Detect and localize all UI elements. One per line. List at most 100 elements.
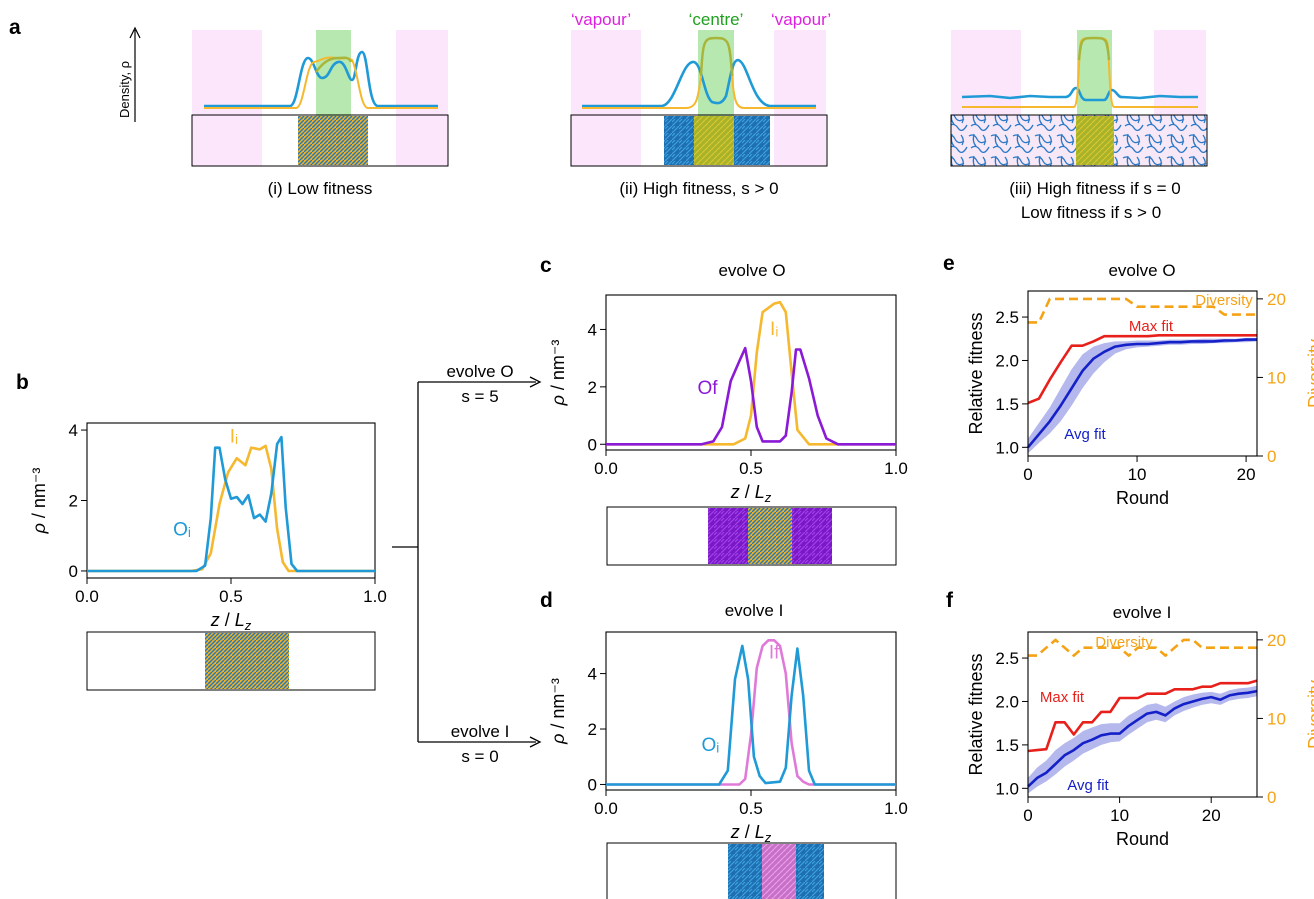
series-label: Avg fit [1067, 777, 1109, 794]
caption-i: (i) Low fitness [268, 179, 373, 198]
chart-d: 0.0 0.5 1.0 0 2 4 z / Lz ρ / nm⁻³ If Oᵢ [548, 631, 908, 845]
avg-fit-band [1028, 337, 1257, 454]
y-tick-label: 1.5 [995, 395, 1019, 414]
panel-letter-c: c [540, 254, 552, 277]
branch-top-s: s = 5 [461, 387, 498, 406]
y-tick-label: 0 [588, 435, 597, 454]
chart-c: 0.0 0.5 1.0 0 2 4 z / Lz ρ / nm⁻³ Iᵢ Of [548, 294, 908, 505]
x-tick-label: 1.0 [884, 459, 908, 478]
y-axis-label: Relative fitness [966, 312, 986, 434]
x-axis-label: z / Lz [730, 482, 772, 505]
centre-region [316, 30, 351, 116]
y-axis-label: ρ / nm⁻³ [29, 468, 49, 535]
y-right-tick-label: 10 [1267, 368, 1286, 387]
panel-letter-a: a [9, 16, 21, 39]
x-tick-label: 0.5 [739, 799, 763, 818]
title-c: evolve O [718, 261, 785, 280]
caption-iii-b: Low fitness if s > 0 [1021, 203, 1161, 222]
series-label: Oᵢ [702, 735, 720, 756]
simulation-box [191, 114, 449, 167]
series-label: Oᵢ [173, 520, 191, 541]
y-tick-label: 0 [588, 775, 597, 794]
vapour-region-left [571, 30, 641, 166]
chart-b: 0.0 0.5 1.0 0 2 4 z / Lz ρ / nm⁻³ Iᵢ Oᵢ [29, 421, 387, 633]
series-label: Of [697, 378, 718, 399]
plot-frame [1027, 631, 1258, 798]
x-axis-label: Round [1116, 829, 1169, 849]
caption-ii: (ii) High fitness, s > 0 [619, 179, 778, 198]
x-tick-label: 20 [1202, 806, 1221, 825]
panel-letter-f: f [946, 589, 954, 612]
series-line-avg_fit [1027, 689, 1258, 788]
panel-letter-b: b [16, 371, 29, 394]
x-axis-label: z / Lz [210, 610, 252, 633]
y-right-tick-label: 0 [1267, 447, 1276, 466]
series-label: Diversity [1095, 634, 1153, 651]
centre-slab [1076, 116, 1114, 165]
y-tick-label: 1.5 [995, 736, 1019, 755]
series-line-diversity [1028, 297, 1257, 324]
x-axis-label: Round [1116, 488, 1169, 508]
y-right-tick-label: 20 [1267, 290, 1286, 309]
branch-connector: evolve O s = 5 evolve I s = 0 [392, 362, 542, 766]
simulation-box [570, 114, 828, 167]
series-line-diversity [1028, 638, 1257, 657]
title-d: evolve I [725, 601, 784, 620]
y-tick-label: 4 [69, 421, 78, 440]
chart-e: 0 10 20 1.0 1.5 2.0 2.5 0 10 20 Round Relative fitn… [966, 290, 1314, 508]
plot-frame [605, 294, 897, 451]
y-tick-label: 2.5 [995, 308, 1019, 327]
density-label: Density, ρ [117, 61, 132, 118]
y-right-axis-label: Diversity [1305, 339, 1314, 408]
series-label: Max fit [1129, 318, 1174, 335]
x-tick-label: 0.5 [219, 587, 243, 606]
series-line-I [606, 300, 896, 446]
y-tick-label: 2 [588, 378, 597, 397]
y-tick-label: 0 [69, 562, 78, 581]
x-tick-label: 0.0 [594, 799, 618, 818]
condensate-slab [298, 116, 368, 165]
x-tick-label: 10 [1128, 465, 1147, 484]
y-right-tick-label: 20 [1267, 631, 1286, 650]
y-tick-label: 1.0 [995, 779, 1019, 798]
y-tick-label: 1.0 [995, 438, 1019, 457]
vapour-region-left [192, 30, 262, 166]
schematic-i: (i) Low fitness [191, 30, 449, 198]
series-label: Iᵢ [770, 319, 778, 340]
y-tick-label: 4 [588, 665, 597, 684]
series-label: Avg fit [1064, 426, 1106, 443]
schematic-ii: ‘vapour’ ‘centre’ ‘vapour’ (ii) High fit… [570, 10, 831, 198]
snapshot-d [606, 842, 897, 899]
x-tick-label: 20 [1237, 465, 1256, 484]
y-axis-label: ρ / nm⁻³ [548, 340, 568, 407]
schematic-iii: (iii) High fitness if s = 0 Low fitness … [950, 30, 1208, 222]
y-tick-label: 2 [588, 720, 597, 739]
vapour-region-right [774, 30, 826, 166]
title-f: evolve I [1113, 603, 1172, 622]
series-line-max_fit [1027, 334, 1257, 405]
y-tick-label: 2.0 [995, 351, 1019, 370]
vapour-label-right: ‘vapour’ [771, 10, 831, 29]
series-line-O [606, 644, 896, 786]
plot-frame [1027, 290, 1258, 457]
series-line-O [87, 435, 375, 573]
outer-slab-left [664, 116, 694, 165]
series-line-max_fit [1027, 679, 1258, 753]
y-right-tick-label: 10 [1267, 709, 1286, 728]
y-axis-label: ρ / nm⁻³ [548, 678, 568, 745]
y-tick-label: 2 [69, 492, 78, 511]
centre-slab [694, 116, 734, 165]
x-tick-label: 0 [1023, 806, 1032, 825]
x-tick-label: 0.5 [739, 459, 763, 478]
x-tick-label: 1.0 [363, 587, 387, 606]
profile-overlap [1077, 36, 1111, 61]
x-tick-label: 10 [1110, 806, 1129, 825]
y-tick-label: 2.5 [995, 649, 1019, 668]
x-axis-label: z / Lz [730, 822, 772, 845]
series-line-I [87, 444, 375, 573]
x-tick-label: 0.0 [594, 459, 618, 478]
y-axis-label: Relative fitness [966, 653, 986, 775]
x-tick-label: 0 [1023, 465, 1032, 484]
series-line-If [606, 639, 896, 786]
vapour-region-right [396, 30, 448, 166]
